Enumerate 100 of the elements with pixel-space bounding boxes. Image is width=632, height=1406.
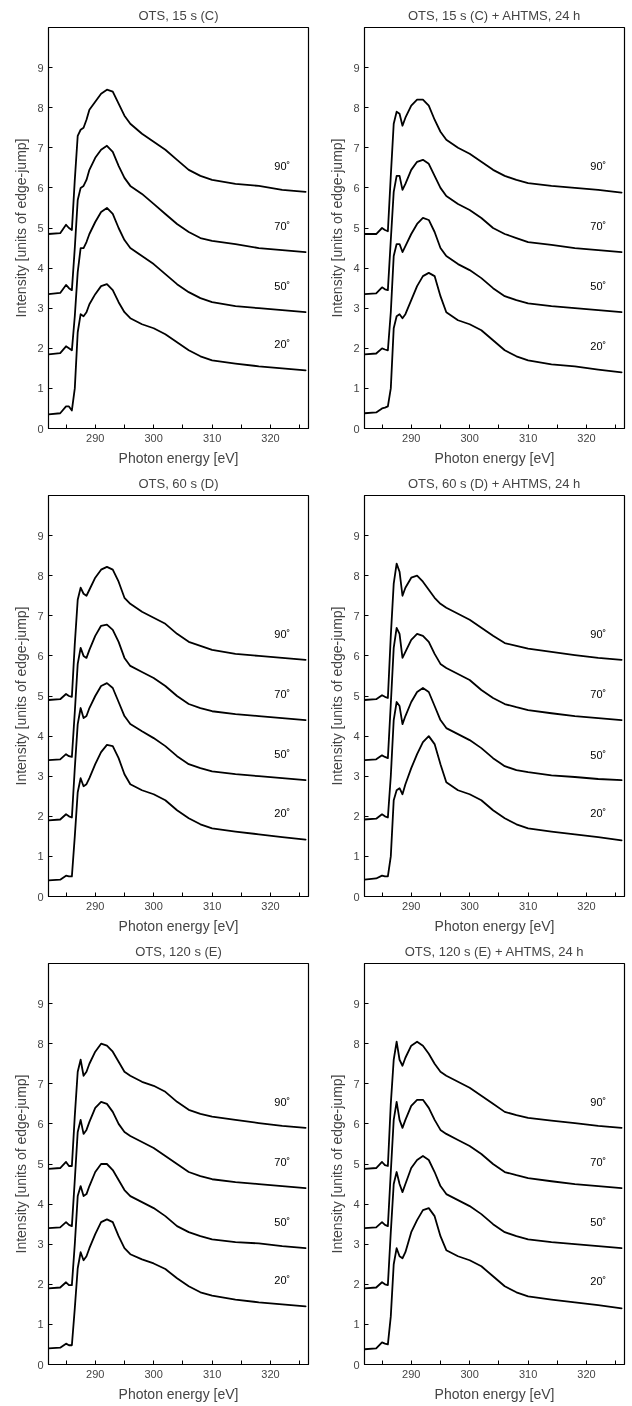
y-axis-title: Intensity [units of edge-jump] xyxy=(329,138,346,318)
y-tick-label: 2 xyxy=(37,1278,44,1291)
x-tick-label: 290 xyxy=(402,431,421,444)
x-tick-label: 290 xyxy=(402,899,421,912)
y-tick-label: 9 xyxy=(37,529,44,542)
chart-title: OTS, 120 s (E) xyxy=(135,943,222,959)
series-label: 50˚ xyxy=(274,1216,291,1229)
y-tick-label: 1 xyxy=(37,382,44,395)
series-label: 20˚ xyxy=(274,807,291,820)
y-tick-label: 9 xyxy=(353,529,360,542)
y-tick-label: 3 xyxy=(37,770,44,783)
y-tick-label: 8 xyxy=(353,1037,360,1050)
x-tick-label: 320 xyxy=(261,431,280,444)
x-axis-title: Photon energy [eV] xyxy=(118,449,239,466)
x-tick-label: 290 xyxy=(402,1367,421,1380)
x-tick-label: 310 xyxy=(518,431,538,444)
y-tick-label: 7 xyxy=(353,609,360,622)
chart-title: OTS, 60 s (D) xyxy=(138,475,219,491)
x-tick-label: 320 xyxy=(577,431,596,444)
x-tick-label: 300 xyxy=(144,431,163,444)
y-tick-label: 4 xyxy=(353,730,360,743)
y-tick-label: 2 xyxy=(37,342,44,355)
series-label: 20˚ xyxy=(590,807,607,820)
y-tick-label: 3 xyxy=(37,302,44,315)
y-tick-label: 6 xyxy=(353,1117,360,1130)
y-tick-label: 1 xyxy=(353,382,360,395)
x-tick-label: 310 xyxy=(518,1367,538,1380)
y-tick-label: 8 xyxy=(353,101,360,114)
y-tick-label: 2 xyxy=(353,810,360,823)
y-tick-label: 5 xyxy=(37,222,44,234)
y-tick-label: 4 xyxy=(37,730,44,743)
y-axis-title: Intensity [units of edge-jump] xyxy=(13,1074,30,1254)
y-tick-label: 6 xyxy=(37,649,44,662)
y-tick-label: 7 xyxy=(353,141,360,154)
y-tick-label: 7 xyxy=(37,609,44,622)
y-tick-label: 3 xyxy=(353,1238,360,1251)
x-tick-label: 290 xyxy=(86,431,105,444)
y-tick-label: 0 xyxy=(37,1358,44,1371)
x-tick-label: 290 xyxy=(86,899,105,912)
y-tick-label: 7 xyxy=(37,1077,44,1090)
x-tick-label: 300 xyxy=(460,899,479,912)
x-tick-label: 300 xyxy=(460,431,479,444)
y-tick-label: 2 xyxy=(37,810,44,823)
y-tick-label: 1 xyxy=(353,1318,360,1331)
chart-title: OTS, 60 s (D) + AHTMS, 24 h xyxy=(407,475,581,491)
series-label: 90˚ xyxy=(590,1095,607,1108)
y-axis-title: Intensity [units of edge-jump] xyxy=(13,606,30,786)
y-tick-label: 0 xyxy=(37,422,44,435)
y-tick-label: 9 xyxy=(353,997,360,1010)
x-tick-label: 320 xyxy=(577,899,596,912)
y-tick-label: 1 xyxy=(353,850,360,863)
x-axis-title: Photon energy [eV] xyxy=(434,449,555,466)
y-tick-label: 1 xyxy=(37,1318,44,1331)
chart-title: OTS, 15 s (C) + AHTMS, 24 h xyxy=(407,7,581,23)
y-tick-label: 2 xyxy=(353,342,360,355)
series-label: 20˚ xyxy=(274,1274,291,1287)
series-label: 50˚ xyxy=(590,1216,607,1229)
series-label: 70˚ xyxy=(274,688,291,701)
y-tick-label: 2 xyxy=(353,1278,360,1291)
y-axis-title: Intensity [units of edge-jump] xyxy=(329,606,346,786)
x-tick-label: 300 xyxy=(460,1367,479,1380)
y-tick-label: 4 xyxy=(353,1198,360,1211)
y-tick-label: 8 xyxy=(37,569,44,582)
y-tick-label: 0 xyxy=(353,890,360,903)
chart-title: OTS, 120 s (E) + AHTMS, 24 h xyxy=(404,943,584,959)
x-tick-label: 310 xyxy=(202,899,222,912)
y-tick-label: 9 xyxy=(37,997,44,1010)
series-label: 90˚ xyxy=(590,159,607,172)
y-tick-label: 4 xyxy=(37,1198,44,1211)
y-tick-label: 9 xyxy=(353,61,360,74)
x-tick-label: 310 xyxy=(202,1367,222,1380)
y-tick-label: 3 xyxy=(353,770,360,783)
y-tick-label: 6 xyxy=(353,649,360,662)
series-label: 50˚ xyxy=(590,748,607,761)
series-label: 20˚ xyxy=(274,338,291,351)
series-label: 70˚ xyxy=(590,688,607,701)
y-tick-label: 8 xyxy=(37,101,44,114)
y-tick-label: 6 xyxy=(37,1117,44,1130)
x-tick-label: 320 xyxy=(577,1367,596,1380)
x-tick-label: 300 xyxy=(144,899,163,912)
series-label: 50˚ xyxy=(274,280,291,293)
y-tick-label: 5 xyxy=(37,1158,44,1170)
y-axis-title: Intensity [units of edge-jump] xyxy=(329,1074,346,1254)
series-label: 70˚ xyxy=(274,220,291,233)
y-tick-label: 9 xyxy=(37,61,44,74)
y-tick-label: 7 xyxy=(37,141,44,154)
y-tick-label: 6 xyxy=(353,181,360,194)
y-tick-label: 6 xyxy=(37,181,44,194)
x-tick-label: 310 xyxy=(202,431,222,444)
y-tick-label: 8 xyxy=(353,569,360,582)
x-axis-title: Photon energy [eV] xyxy=(118,917,239,934)
y-tick-label: 5 xyxy=(37,690,44,702)
y-tick-label: 3 xyxy=(37,1238,44,1251)
x-axis-title: Photon energy [eV] xyxy=(118,1385,239,1402)
x-tick-label: 320 xyxy=(261,1367,280,1380)
y-tick-label: 1 xyxy=(37,850,44,863)
y-tick-label: 5 xyxy=(353,1158,360,1170)
y-tick-label: 0 xyxy=(353,1358,360,1371)
y-tick-label: 7 xyxy=(353,1077,360,1090)
y-axis-title: Intensity [units of edge-jump] xyxy=(13,138,30,318)
